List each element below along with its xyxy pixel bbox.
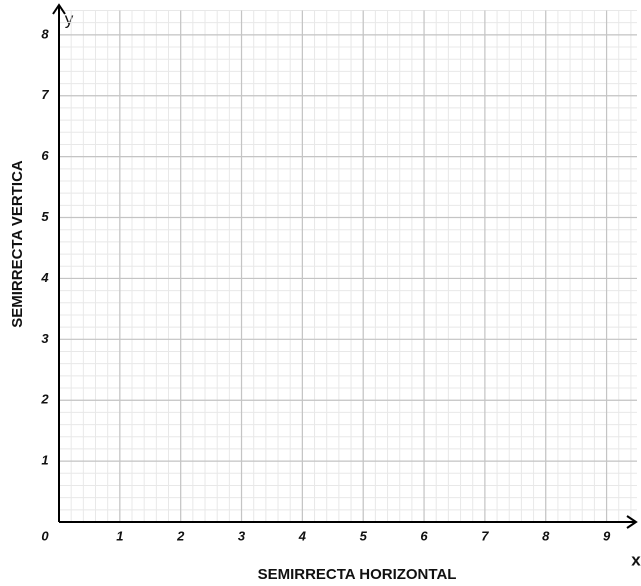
x-axis-title: SEMIRRECTA HORIZONTAL [258, 566, 457, 583]
x-tick-label: 4 [298, 528, 307, 543]
y-tick-label: 8 [41, 26, 49, 41]
x-tick-label: 3 [238, 528, 246, 543]
x-tick-label: 5 [360, 528, 368, 543]
x-tick-label: 7 [481, 528, 489, 543]
y-tick-label: 6 [41, 148, 49, 163]
y-tick-label: 7 [41, 87, 49, 102]
y-tick-label: 4 [40, 270, 49, 285]
x-tick-label: 2 [176, 528, 185, 543]
x-tick-label: 0 [41, 528, 49, 543]
y-tick-label: 3 [41, 331, 49, 346]
x-axis-arrow [626, 515, 638, 529]
y-tick-label: 2 [40, 392, 49, 407]
y-axis-title: SEMIRRECTA VERTICA [9, 160, 26, 328]
y-axis-name: y [65, 9, 74, 28]
x-tick-label: 1 [116, 528, 123, 543]
y-axis-arrow [52, 3, 66, 15]
x-tick-label: 6 [420, 528, 428, 543]
y-tick-label: 5 [41, 209, 49, 224]
x-tick-label: 8 [542, 528, 550, 543]
x-axis-name: x [631, 550, 641, 569]
grid [58, 10, 637, 523]
y-tick-label: 1 [41, 453, 48, 468]
x-tick-label: 9 [603, 528, 611, 543]
